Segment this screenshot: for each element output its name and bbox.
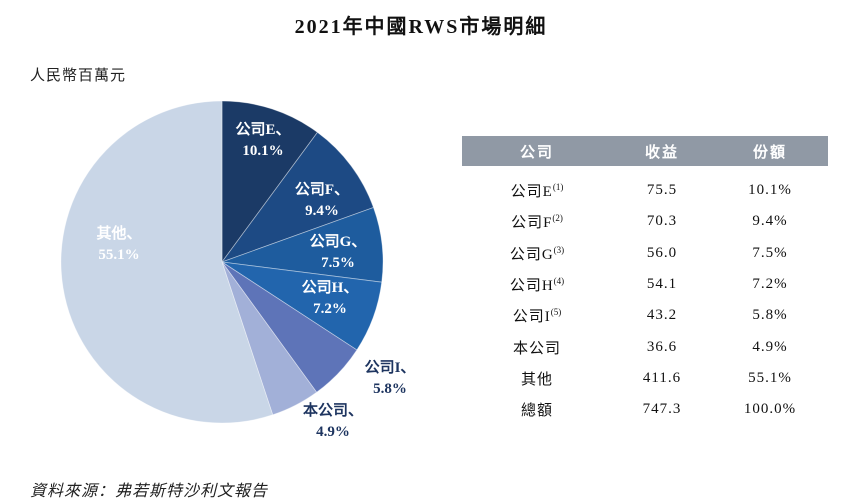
pie-slice-本公司 [221, 261, 318, 416]
table-row-total: 總額 747.3 100.0% [520, 401, 797, 420]
pie-slice-公司E [221, 100, 319, 264]
pie-slice-公司G [221, 206, 384, 283]
table-row: 公司E(1) 75.5 10.1% [510, 182, 792, 201]
pie-slice-公司I [221, 261, 358, 393]
table-header-revenue: 收益 [644, 144, 679, 161]
table-row: 其他 411.6 55.1% [520, 369, 792, 388]
source-note: 資料來源：弗若斯特沙利文報告 [30, 483, 269, 500]
pie-slice-公司H [221, 261, 383, 351]
table-header-row: 公司 收益 份額 [462, 136, 828, 166]
market-table: 公司 收益 份額 公司E(1) 75.5 10.1% 公司F(2) 70.3 9… [462, 136, 828, 425]
pie-svg [60, 100, 384, 424]
table-row: 本公司 36.6 4.9% [512, 338, 788, 357]
pie-chart [60, 100, 384, 424]
table-row: 公司I(5) 43.2 5.8% [512, 307, 788, 326]
table-header-share: 份額 [752, 144, 787, 161]
pie-slice-其他 [60, 100, 274, 424]
table-row: 公司F(2) 70.3 9.4% [511, 213, 788, 232]
table-header-company: 公司 [519, 144, 554, 161]
table-row: 公司G(3) 56.0 7.5% [509, 244, 788, 263]
table-body: 公司E(1) 75.5 10.1% 公司F(2) 70.3 9.4% 公司G(3… [462, 175, 828, 425]
page-title: 2021年中國RWS市場明細 [294, 16, 548, 38]
table-row: 公司H(4) 54.1 7.2% [509, 276, 788, 295]
footnote-marker: (4) [553, 276, 565, 287]
footnote-marker: (1) [552, 182, 564, 193]
unit-label: 人民幣百萬元 [30, 68, 127, 84]
footnote-marker: (3) [553, 244, 565, 255]
footnote-marker: (2) [552, 213, 563, 224]
footnote-marker: (5) [550, 307, 562, 318]
pie-slice-公司F [220, 131, 374, 263]
